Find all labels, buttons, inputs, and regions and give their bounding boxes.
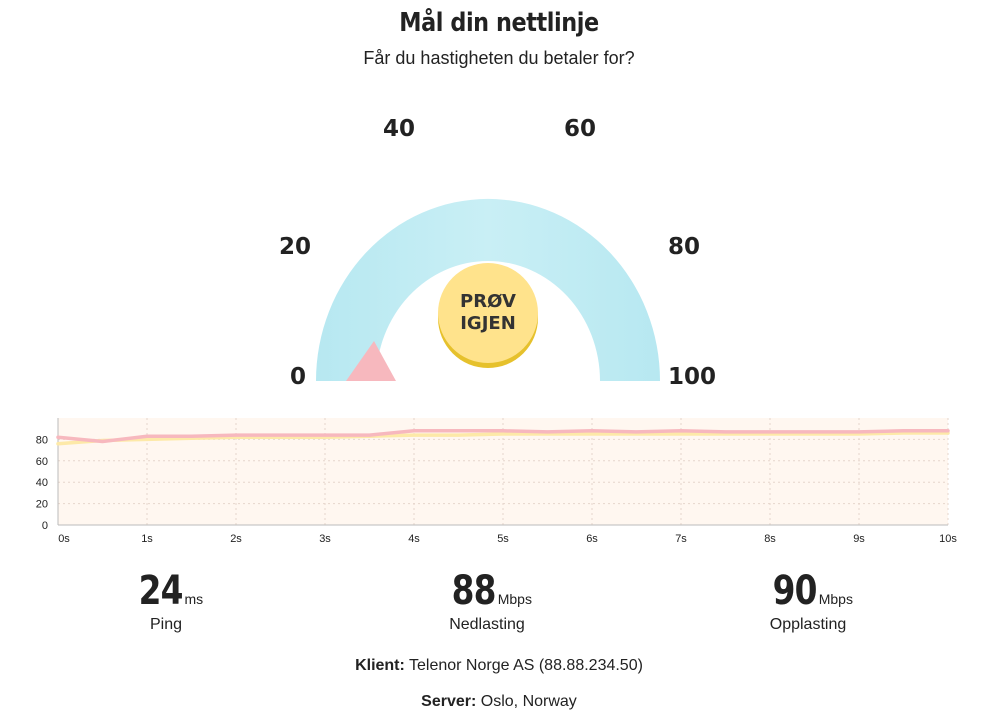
- retry-label-line2: IGJEN: [460, 313, 516, 334]
- ping-label: Ping: [149, 616, 183, 633]
- chart-y-tick-label: 80: [36, 434, 48, 446]
- download-value: 88: [451, 568, 497, 614]
- chart-x-tick-label: 1s: [141, 533, 153, 545]
- gauge-tick-0: 0: [290, 364, 307, 390]
- gauge-tick-40: 40: [383, 116, 416, 142]
- chart-x-tick-label: 3s: [319, 533, 331, 545]
- chart-series-line: [56, 431, 950, 446]
- client-value: Telenor Norge AS (88.88.234.50): [409, 657, 643, 674]
- server-label: Server:: [421, 693, 477, 710]
- chart-x-tick-label: 8s: [764, 533, 776, 545]
- chart-x-tick-label: 2s: [230, 533, 242, 545]
- chart-x-tick-label: 6s: [586, 533, 598, 545]
- download-stat: 88 Mbps Nedlasting: [387, 568, 587, 634]
- retry-button[interactable]: PRØV IGJEN: [438, 263, 538, 363]
- speed-chart: 0 20 40 60 80 0s 1s 2s 3s 4s 5s 6s 7s 8s 9s 10s: [36, 418, 957, 545]
- client-label: Klient:: [355, 657, 405, 674]
- chart-x-tick-label: 9s: [853, 533, 865, 545]
- upload-stat: 90 Mbps Opplasting: [708, 568, 908, 634]
- gauge-arc: [316, 198, 660, 381]
- gauge-tick-100: 100: [668, 364, 717, 390]
- chart-y-tick-label: 60: [36, 456, 48, 468]
- gauge-tick-60: 60: [564, 116, 597, 142]
- retry-label-line1: PRØV: [460, 291, 516, 312]
- chart-y-tick-label: 40: [36, 477, 48, 489]
- gauge-tick-80: 80: [668, 234, 701, 260]
- server-value: Oslo, Norway: [480, 693, 577, 710]
- upload-unit: Mbps: [818, 591, 853, 607]
- chart-x-tick-label: 0s: [58, 533, 70, 545]
- chart-x-tick-label: 4s: [408, 533, 420, 545]
- server-info: Server: Oslo, Norway: [0, 693, 998, 711]
- upload-value: 90: [772, 568, 818, 614]
- chart-y-tick-label: 20: [36, 499, 48, 511]
- gauge-needle: [346, 341, 396, 381]
- chart-series-line: [56, 429, 950, 444]
- speed-gauge: [316, 198, 660, 381]
- page-subtitle: Får du hastigheten du betaler for?: [363, 48, 635, 68]
- ping-unit: ms: [184, 591, 204, 607]
- chart-x-tick-label: 7s: [675, 533, 687, 545]
- download-unit: Mbps: [497, 591, 532, 607]
- download-label: Nedlasting: [449, 616, 525, 633]
- chart-x-tick-label: 5s: [497, 533, 509, 545]
- upload-label: Opplasting: [769, 616, 847, 633]
- page-title: Mål din nettlinje: [399, 8, 599, 38]
- ping-stat: 24 ms Ping: [66, 568, 266, 634]
- ping-value: 24: [138, 568, 183, 614]
- gauge-tick-20: 20: [279, 234, 312, 260]
- client-info: Klient: Telenor Norge AS (88.88.234.50): [0, 657, 998, 675]
- chart-y-tick-label: 0: [42, 520, 48, 532]
- chart-x-tick-label: 10s: [939, 533, 957, 545]
